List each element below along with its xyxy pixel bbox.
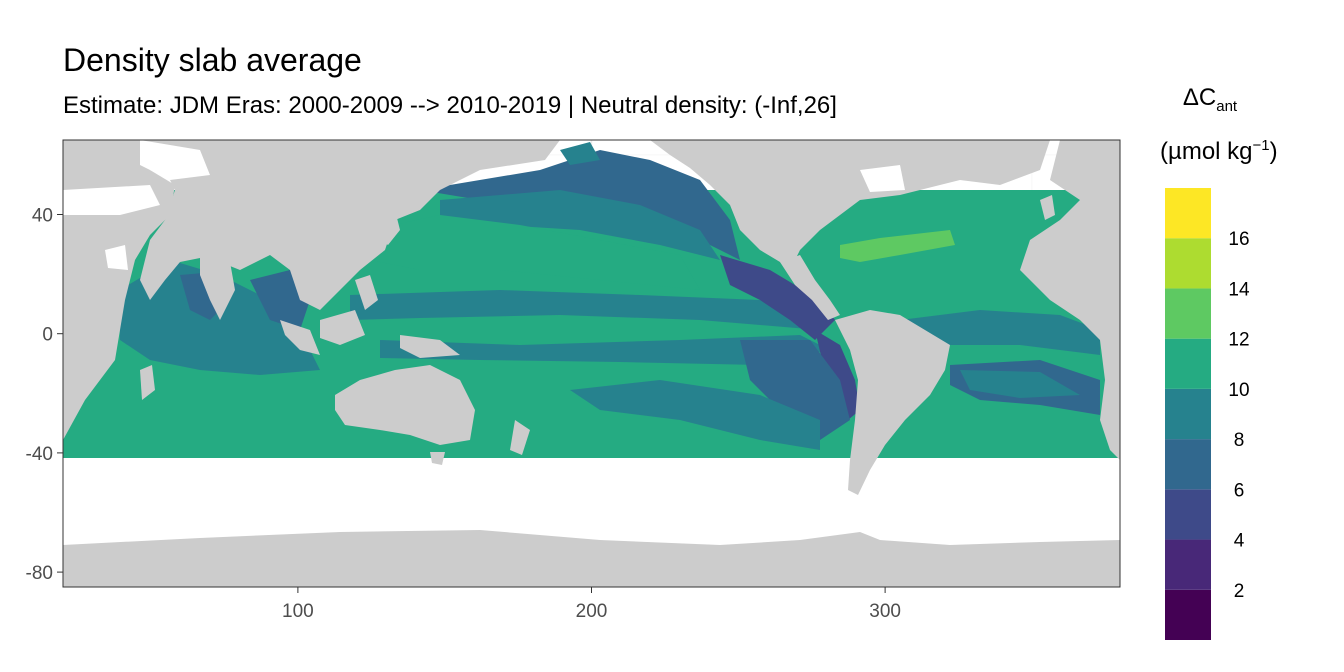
peru-coast [815, 330, 860, 420]
legend-label: 4 [1234, 531, 1245, 552]
legend-bin-swatch [1165, 338, 1211, 389]
legend-unit-prefix: (µmol kg [1160, 137, 1253, 165]
land-eurasia [140, 140, 560, 310]
land-australia [335, 365, 475, 445]
land-africa-east [1020, 140, 1120, 460]
legend-bin-swatch [1165, 238, 1211, 289]
land-philippines [355, 275, 378, 310]
y-tick-label: 40 [32, 206, 53, 227]
legend-label: 14 [1228, 279, 1250, 300]
legend-bin-swatch [1165, 539, 1211, 590]
no-data-seas [63, 140, 905, 270]
x-tick-label: 200 [576, 601, 608, 622]
legend-title-symbol: ΔC [1182, 84, 1217, 111]
legend-bin-swatch [1165, 288, 1211, 339]
equatorial-pacific-south [380, 335, 830, 365]
land-madagascar [140, 365, 155, 400]
y-tick-label: 0 [42, 325, 53, 346]
legend-unit-suffix: ) [1269, 137, 1278, 165]
land-new-zealand [510, 420, 530, 455]
y-tick-label: -80 [26, 563, 53, 584]
south-pacific-band [570, 380, 820, 450]
map-panel [62, 139, 1121, 588]
land [63, 140, 1120, 587]
land-south-america [835, 310, 950, 495]
land-sumatra [280, 320, 320, 355]
north-pacific-subpolar-inner [440, 190, 720, 260]
legend-bin-swatch [1165, 439, 1211, 490]
chart-title: Density slab average [63, 42, 362, 78]
legend-label: 8 [1234, 430, 1245, 451]
legend-label: 6 [1234, 480, 1245, 501]
legend-bin-swatch [1165, 388, 1211, 440]
eastern-tropical-pacific [720, 255, 835, 340]
land-uk [1040, 195, 1055, 220]
mediterranean-no-data [63, 185, 160, 215]
x-tick-label: 300 [869, 601, 901, 622]
equatorial-pacific-north [350, 290, 820, 330]
land-new-guinea [400, 335, 460, 358]
land-tasmania [430, 452, 445, 465]
legend-title-subscript: ant [1216, 97, 1238, 115]
legend-bin-swatch [1165, 188, 1211, 239]
legend-label: 10 [1228, 380, 1249, 401]
legend-unit: (µmol kg−1) [1160, 137, 1278, 165]
tropical-atlantic-band [900, 310, 1100, 355]
legend-label: 2 [1234, 581, 1245, 602]
legend-label: 12 [1228, 330, 1249, 351]
land-japan [378, 210, 400, 245]
hudson-no-data [860, 165, 905, 192]
land-greenland [920, 140, 1050, 185]
south-atlantic-inner [960, 370, 1080, 398]
eastern-pacific-mid [740, 340, 850, 440]
bering-patch [560, 142, 600, 165]
southern-ocean-no-data [63, 458, 1120, 548]
legend-colorbar: 2 4 6 8 10 12 14 16 [1165, 188, 1250, 640]
y-tick-label: -40 [26, 444, 53, 465]
kuroshio-region [370, 215, 700, 290]
x-tick-label: 100 [282, 601, 314, 622]
land-india [200, 255, 235, 320]
legend-title-line1: ΔCant [1160, 86, 1260, 114]
black-caspian-no-data [140, 140, 210, 180]
land-antarctica [63, 530, 1120, 587]
north-pacific-subpolar [420, 150, 740, 260]
legend-unit-superscript: −1 [1252, 136, 1270, 154]
legend-title: ΔCant (µmol kg−1) [1160, 86, 1278, 165]
legend-bin-swatch [1165, 489, 1211, 540]
gulf-no-data [105, 245, 128, 270]
land-borneo [320, 310, 365, 345]
map-content [63, 140, 1120, 587]
legend-bin-swatch [1165, 589, 1211, 640]
legend-label: 16 [1228, 229, 1249, 250]
land-central-america [780, 255, 840, 320]
north-atlantic-gyre [840, 230, 955, 262]
chart-subtitle: Estimate: JDM Eras: 2000-2009 --> 2010-2… [63, 92, 837, 119]
